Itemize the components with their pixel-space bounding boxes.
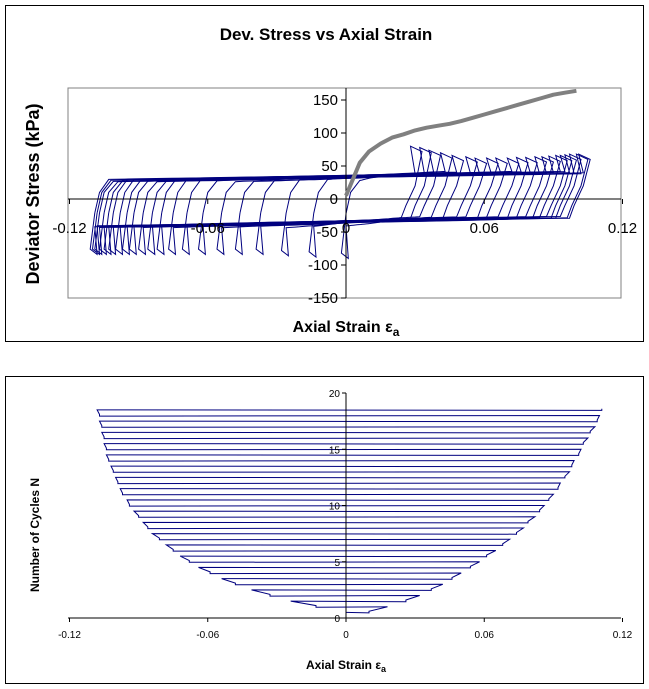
x-tick-label: 0.12 bbox=[608, 220, 637, 237]
y-tick-label: -100 bbox=[308, 257, 338, 274]
y-axis-label: Number of Cycles N bbox=[28, 478, 42, 592]
x-tick-label: -0.12 bbox=[58, 630, 81, 641]
x-tick-label: 0 bbox=[343, 630, 349, 641]
x-tick-label: -0.06 bbox=[196, 630, 219, 641]
plot-area-border bbox=[67, 87, 622, 299]
x-tick-label: 0 bbox=[342, 220, 350, 237]
stress-strain-loop bbox=[255, 151, 453, 256]
y-tick-label: 100 bbox=[313, 125, 338, 142]
stress-strain-chart: Dev. Stress vs Axial Strain Deviator Stre… bbox=[23, 25, 637, 339]
cycles-strain-chart: Number of Cycles N Axial Strain εa -0.12 -0… bbox=[28, 389, 633, 674]
y-tick-label: 0 bbox=[334, 614, 340, 625]
cyclic-loops bbox=[89, 145, 591, 260]
y-tick-label: 5 bbox=[334, 558, 340, 569]
y-tick-label: 10 bbox=[329, 502, 341, 513]
y-tick-label: 0 bbox=[330, 191, 338, 208]
stress-strain-loop bbox=[91, 153, 589, 256]
stress-strain-loop bbox=[234, 154, 465, 256]
monotonic-curve bbox=[344, 88, 577, 197]
y-tick-label: -150 bbox=[308, 290, 338, 307]
y-tick-label: 20 bbox=[329, 389, 341, 400]
cycles-strain-chart-panel: Number of Cycles N Axial Strain εa -0.12 -0… bbox=[5, 376, 644, 684]
y-tick-label: 150 bbox=[313, 92, 338, 109]
y-axis-label: Deviator Stress (kPa) bbox=[23, 103, 43, 284]
x-tick-label: 0.06 bbox=[475, 630, 495, 641]
y-tick-label: 50 bbox=[321, 158, 338, 175]
stress-strain-chart-panel: Dev. Stress vs Axial Strain Deviator Stre… bbox=[5, 5, 644, 342]
chart-title: Dev. Stress vs Axial Strain bbox=[220, 25, 433, 44]
stress-strain-loop bbox=[340, 145, 423, 260]
x-tick-label: -0.06 bbox=[191, 220, 225, 237]
x-tick-label: -0.12 bbox=[52, 220, 86, 237]
y-tick-label: -50 bbox=[316, 224, 338, 241]
x-axis-label: Axial Strain εa bbox=[306, 658, 387, 674]
stress-strain-loop bbox=[89, 153, 591, 256]
y-tick-label: 15 bbox=[329, 445, 341, 456]
x-tick-label: 0.12 bbox=[613, 630, 633, 641]
x-tick-label: 0.06 bbox=[470, 220, 499, 237]
x-axis-label: Axial Strain εa bbox=[293, 319, 400, 339]
cycle-sweep-line bbox=[96, 408, 603, 614]
